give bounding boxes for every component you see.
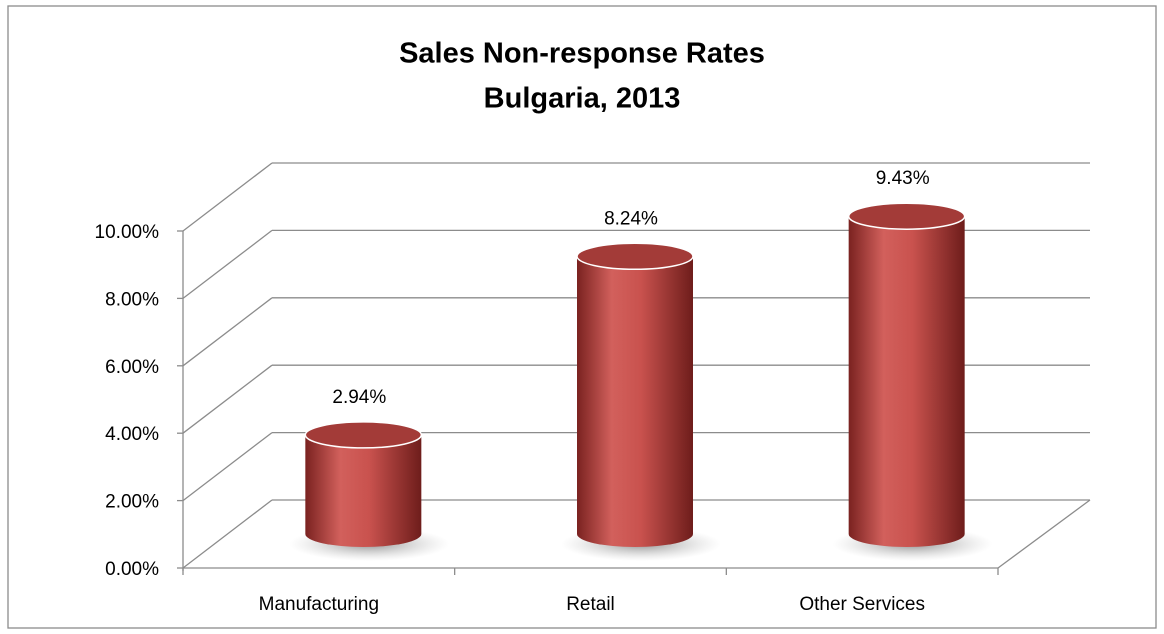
y-tick-label: 4.00%: [105, 424, 159, 445]
y-tick-label: 8.00%: [105, 289, 159, 310]
y-tick-label: 0.00%: [105, 559, 159, 580]
x-tick-label: Retail: [566, 594, 615, 615]
bar-top: [847, 202, 966, 230]
bar: [847, 202, 966, 548]
value-label: 2.94%: [332, 387, 386, 408]
value-label: 8.24%: [604, 208, 658, 229]
grid-line-side: [182, 229, 273, 299]
bar: [576, 242, 694, 547]
grid-line-side: [182, 162, 273, 232]
grid-line-side: [182, 432, 273, 502]
grid-line-side: [182, 499, 273, 569]
grid-line-side: [182, 297, 273, 367]
bar-body: [577, 256, 693, 547]
x-tick-label: Manufacturing: [259, 594, 379, 615]
chart-subtitle: Bulgaria, 2013: [484, 83, 681, 115]
y-tick-label: 10.00%: [95, 222, 160, 243]
bar-top: [304, 421, 423, 449]
chart-title: Sales Non-response Rates: [399, 38, 765, 70]
y-tick-label: 6.00%: [105, 357, 159, 378]
bar-body: [305, 434, 422, 547]
bar-top: [576, 242, 694, 271]
y-tick-label: 2.00%: [105, 492, 159, 513]
x-tick-label: Other Services: [799, 594, 925, 615]
value-label: 9.43%: [876, 168, 930, 189]
grid-line-side: [182, 364, 273, 434]
floor-edge: [997, 499, 1091, 569]
bar: [304, 421, 423, 547]
bar-body: [848, 216, 965, 548]
